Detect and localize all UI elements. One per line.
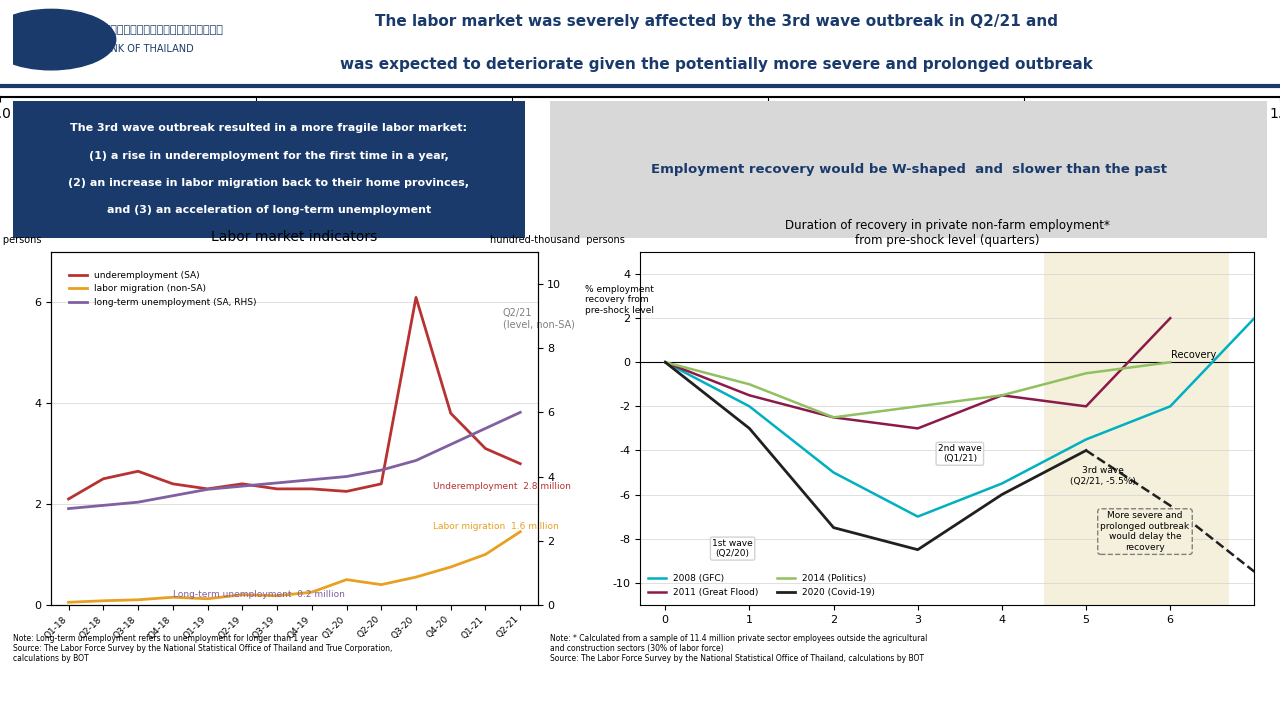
Legend: 2008 (GFC), 2011 (Great Flood), 2014 (Politics), 2020 (Covid-19): 2008 (GFC), 2011 (Great Flood), 2014 (Po… [645, 570, 878, 600]
Text: was expected to deteriorate given the potentially more severe and prolonged outb: was expected to deteriorate given the po… [340, 58, 1093, 72]
Text: Recovery: Recovery [1171, 350, 1216, 360]
FancyBboxPatch shape [550, 101, 1267, 238]
Text: Employment recovery would be W-shaped  and  slower than the past: Employment recovery would be W-shaped an… [650, 163, 1167, 176]
Text: Note: Long-term unemployment refers to unemployment for longer than 1 year
Sourc: Note: Long-term unemployment refers to u… [13, 634, 392, 663]
Text: 1st wave
(Q2/20): 1st wave (Q2/20) [712, 539, 753, 558]
Text: Note: * Calculated from a sample of 11.4 million private sector employees outsid: Note: * Calculated from a sample of 11.4… [550, 634, 928, 663]
Text: The 3rd wave outbreak resulted in a more fragile labor market:: The 3rd wave outbreak resulted in a more… [70, 123, 467, 133]
Text: hundred-thousand  persons: hundred-thousand persons [490, 235, 625, 245]
Text: More severe and
prolonged outbreak
would delay the
recovery: More severe and prolonged outbreak would… [1101, 511, 1189, 552]
Text: 3rd wave
(Q2/21, -5.5%): 3rd wave (Q2/21, -5.5%) [1070, 466, 1135, 485]
Text: BANK OF THAILAND: BANK OF THAILAND [97, 44, 195, 54]
Text: Q2/21
(level, non-SA): Q2/21 (level, non-SA) [503, 308, 575, 330]
Circle shape [0, 9, 115, 70]
Text: Labor migration  1.6 million: Labor migration 1.6 million [434, 522, 559, 531]
Bar [1044, 252, 1229, 605]
FancyBboxPatch shape [13, 101, 525, 238]
Text: % employment
recovery from
pre-shock level: % employment recovery from pre-shock lev… [585, 285, 654, 315]
Title: Duration of recovery in private non-farm employment*
from pre-shock level (quart: Duration of recovery in private non-farm… [785, 219, 1110, 247]
Text: Underemployment  2.8 million: Underemployment 2.8 million [434, 482, 571, 491]
Text: The labor market was severely affected by the 3rd wave outbreak in Q2/21 and: The labor market was severely affected b… [375, 14, 1059, 29]
Text: (2) an increase in labor migration back to their home provinces,: (2) an increase in labor migration back … [68, 178, 470, 188]
Text: million  persons: million persons [0, 235, 41, 245]
Text: ธนาคารแห่งประเทศไทย: ธนาคารแห่งประเทศไทย [97, 25, 223, 35]
Text: and (3) an acceleration of long-term unemployment: and (3) an acceleration of long-term une… [106, 205, 431, 215]
Text: 2nd wave
(Q1/21): 2nd wave (Q1/21) [938, 444, 982, 464]
Title: Labor market indicators: Labor market indicators [211, 230, 378, 244]
Text: Long-term unemployment  0.2 million: Long-term unemployment 0.2 million [173, 590, 344, 599]
Legend: underemployment (SA), labor migration (non-SA), long-term unemployment (SA, RHS): underemployment (SA), labor migration (n… [65, 267, 260, 310]
Text: (1) a rise in underemployment for the first time in a year,: (1) a rise in underemployment for the fi… [88, 150, 449, 161]
